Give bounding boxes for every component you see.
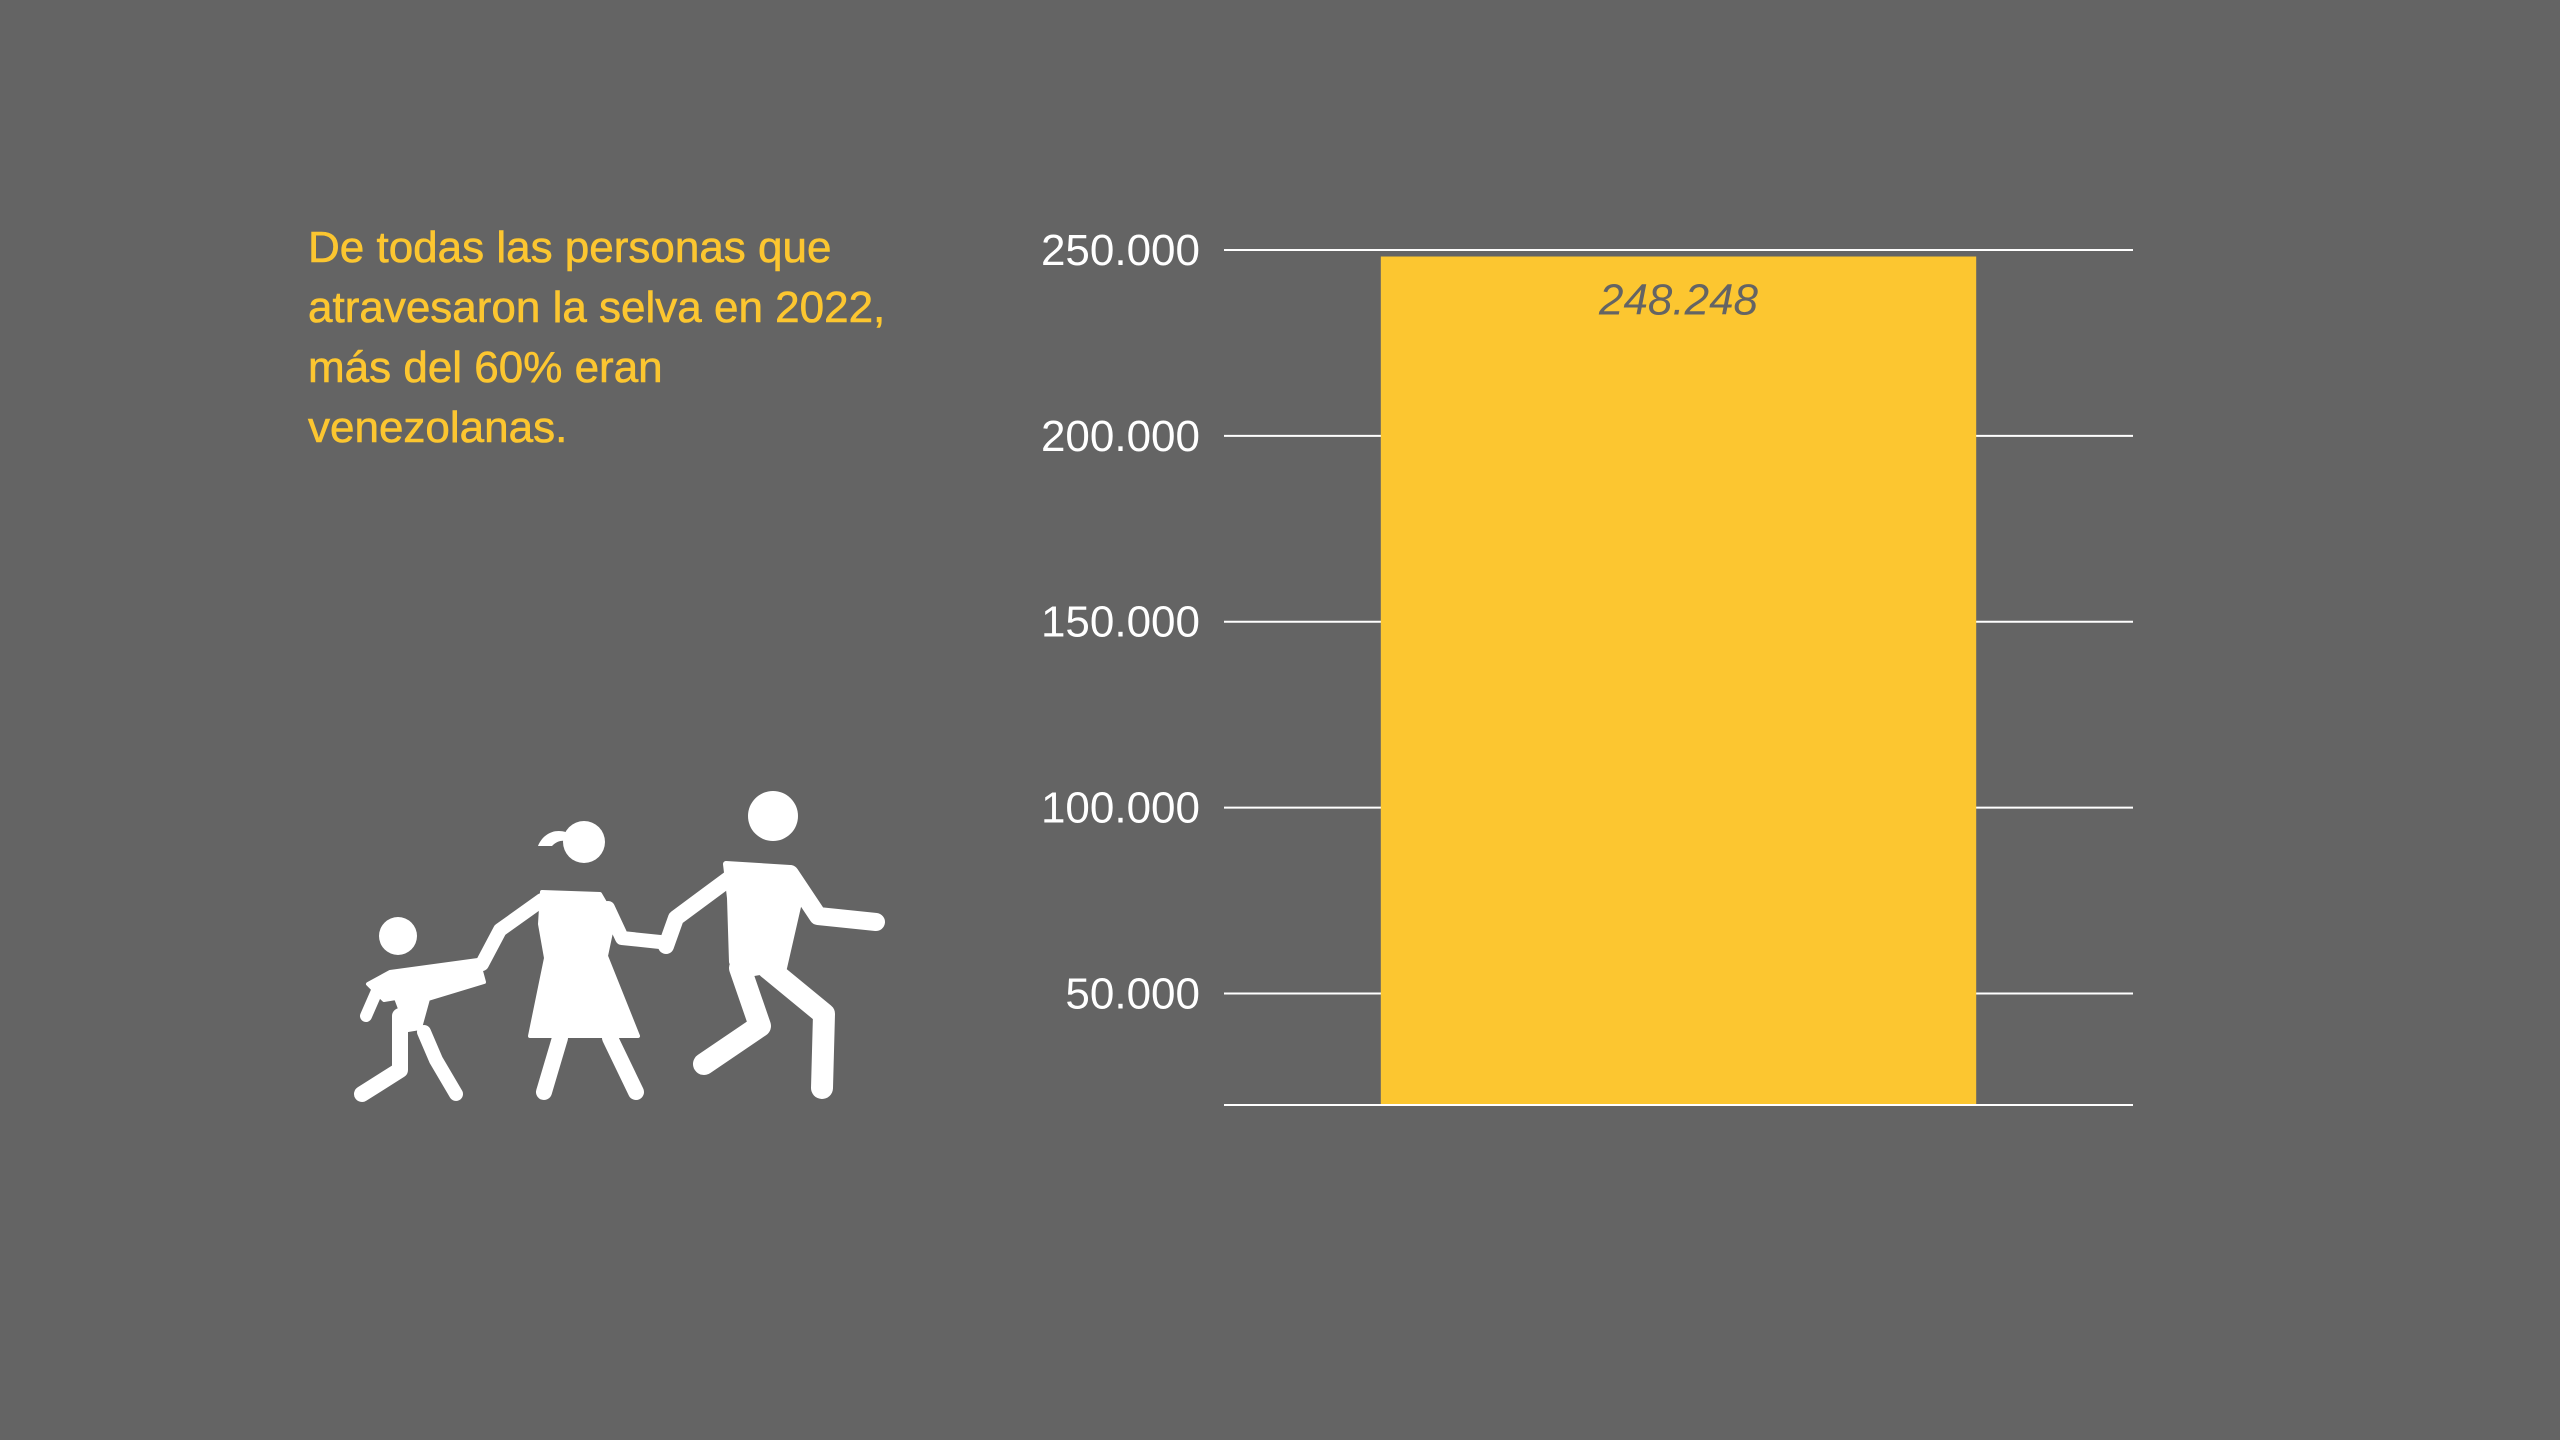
child-arm — [360, 978, 386, 1022]
headline-text: De todas las personas que atravesaron la… — [308, 223, 886, 453]
y-tick-label: 150.000 — [1041, 598, 1200, 647]
woman-arm-right — [601, 901, 667, 949]
woman-arm-left — [475, 893, 549, 971]
y-tick-label: 50.000 — [1065, 969, 1200, 1018]
y-tick-label: 100.000 — [1041, 784, 1200, 833]
child-leg-right — [417, 1025, 463, 1101]
man-arm-left — [658, 870, 738, 954]
y-axis-ticks: 50.000 100.000 150.000 200.000 250.000 — [1041, 226, 1200, 1018]
man-head — [748, 791, 798, 841]
bar-value-label: 248.248 — [1598, 276, 1759, 325]
y-tick-label: 250.000 — [1041, 226, 1200, 275]
data-labels: 248.248 — [1598, 276, 1759, 325]
bar — [1380, 256, 1977, 1105]
child-head — [379, 917, 417, 955]
child-body — [366, 958, 486, 1032]
man-leg-right — [757, 957, 835, 1099]
man-arm-right — [781, 865, 885, 931]
child-leg-left — [354, 1008, 408, 1102]
woman-head — [563, 821, 605, 863]
woman-leg-right — [602, 1030, 644, 1100]
woman-leg-left — [536, 1030, 568, 1100]
family-walking-icon — [354, 791, 885, 1102]
bars — [1380, 256, 1977, 1105]
woman-ponytail — [538, 830, 568, 846]
man-leg-left — [693, 957, 771, 1075]
y-tick-label: 200.000 — [1041, 412, 1200, 461]
